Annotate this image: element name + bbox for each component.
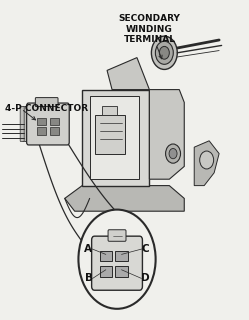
Text: B: B [85,273,93,284]
FancyBboxPatch shape [20,107,24,141]
Circle shape [166,144,181,163]
FancyBboxPatch shape [92,236,142,290]
FancyBboxPatch shape [23,107,27,141]
Circle shape [159,46,169,59]
Polygon shape [65,186,184,211]
Text: C: C [142,244,150,254]
Text: D: D [141,273,150,284]
Bar [50,118,59,125]
Circle shape [78,210,156,309]
Polygon shape [149,90,184,179]
Bar [115,251,128,261]
FancyBboxPatch shape [108,230,126,241]
Polygon shape [90,96,139,179]
Bar [37,118,46,125]
Circle shape [151,36,177,69]
Polygon shape [95,115,124,154]
Text: A: A [84,244,92,254]
Bar [115,266,128,277]
Bar [100,251,112,261]
Polygon shape [102,106,117,115]
Text: 4-P CONNECTOR: 4-P CONNECTOR [5,104,88,113]
Circle shape [155,41,173,64]
Polygon shape [107,58,149,90]
Circle shape [200,151,214,169]
Bar [37,127,46,135]
Polygon shape [82,90,149,186]
Bar [100,266,112,277]
FancyBboxPatch shape [27,103,69,145]
FancyBboxPatch shape [25,107,29,141]
FancyBboxPatch shape [35,98,58,107]
Text: SECONDARY
WINDING
TERMINAL: SECONDARY WINDING TERMINAL [119,14,180,44]
Bar [50,127,59,135]
Circle shape [169,148,177,159]
Polygon shape [194,141,219,186]
